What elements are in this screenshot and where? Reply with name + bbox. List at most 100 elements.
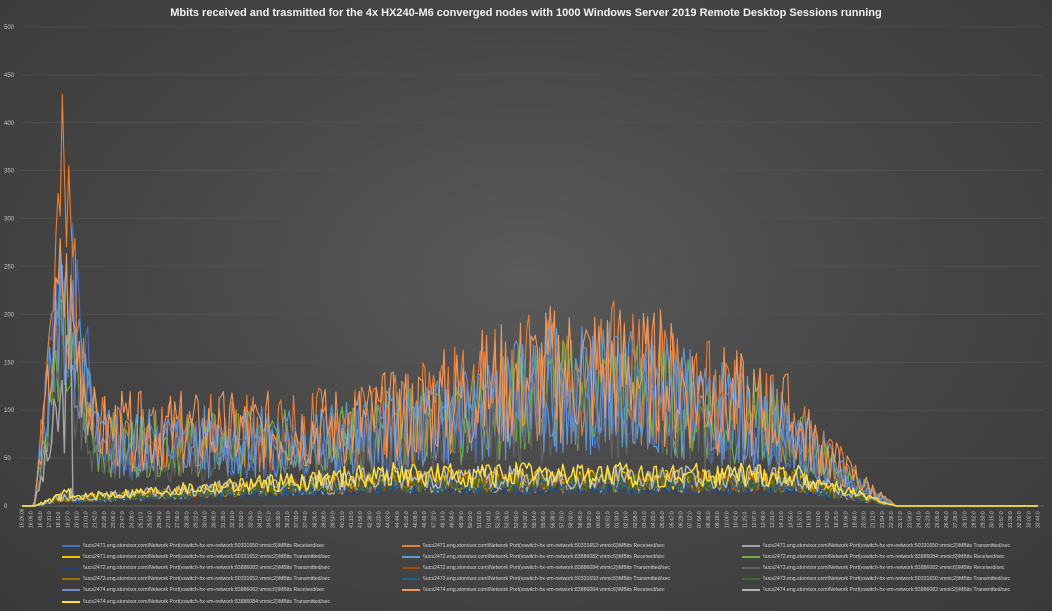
x-tick-label: 32:20:0 bbox=[1017, 511, 1023, 528]
x-tick-label: 33:02:0 bbox=[1026, 511, 1032, 528]
x-tick-label: 30:45:0 bbox=[212, 511, 218, 528]
x-tick-label: 30:15:0 bbox=[990, 511, 996, 528]
x-tick-label: 30:57:0 bbox=[999, 511, 1005, 528]
legend-label: \\ucs2472.eng.storvisor.com\Network Port… bbox=[423, 553, 665, 560]
x-tick-label: 48:14:0 bbox=[441, 511, 447, 528]
x-tick-label: 31:28:0 bbox=[221, 511, 227, 528]
x-tick-label: 59:27:0 bbox=[587, 511, 593, 528]
x-tick-label: 33:44:0 bbox=[1036, 511, 1042, 528]
series-line bbox=[22, 465, 1038, 507]
x-tick-label: 38:26:0 bbox=[312, 511, 318, 528]
x-tick-label: 17:31:0 bbox=[47, 511, 53, 528]
legend-item: \\ucs2472.eng.storvisor.com\Network Port… bbox=[360, 551, 700, 562]
x-tick-label: 24:41:0 bbox=[917, 511, 923, 528]
x-tick-label: 37:03:0 bbox=[294, 511, 300, 528]
y-tick-label: 100 bbox=[4, 408, 15, 414]
legend-label: \\ucs2471.eng.storvisor.com\Network Port… bbox=[423, 542, 665, 549]
y-tick-label: 250 bbox=[4, 265, 15, 271]
legend-item: \\ucs2472.eng.storvisor.com\Network Port… bbox=[20, 562, 360, 573]
x-tick-label: 25:11:0 bbox=[138, 511, 144, 528]
x-tick-label: 22:36:0 bbox=[889, 511, 895, 528]
x-tick-label: 20:30:0 bbox=[862, 511, 868, 528]
legend-swatch bbox=[742, 589, 760, 592]
x-tick-label: 49:38:0 bbox=[459, 511, 465, 528]
x-tick-label: 27:58:0 bbox=[175, 511, 181, 528]
x-tick-label: 40:31:0 bbox=[340, 511, 346, 528]
x-tick-label: 10:00:0 bbox=[724, 511, 730, 528]
x-tick-label: 21:54:0 bbox=[880, 511, 886, 528]
x-tick-label: 41:56:0 bbox=[358, 511, 364, 528]
x-tick-label: 30:04:0 bbox=[203, 511, 209, 528]
x-tick-label: 53:50:0 bbox=[514, 511, 520, 528]
x-tick-label: 00:09:0 bbox=[596, 511, 602, 528]
legend: \\ucs2471.eng.storvisor.com\Network Port… bbox=[20, 540, 1040, 608]
y-tick-label: 300 bbox=[4, 217, 15, 223]
legend-label: \\ucs2472.eng.storvisor.com\Network Port… bbox=[423, 564, 671, 571]
x-tick-label: 19:48:0 bbox=[852, 511, 858, 528]
x-tick-label: 01:34:0 bbox=[614, 511, 620, 528]
y-axis: 0 50 100 150 200 250 300 350 400 450 500 bbox=[4, 25, 15, 510]
x-tick-label: 05:05:0 bbox=[660, 511, 666, 528]
legend-swatch bbox=[62, 600, 80, 603]
legend-item: \\ucs2473.eng.storvisor.com\Network Port… bbox=[360, 574, 700, 585]
x-tick-label: 32:10:0 bbox=[230, 511, 236, 528]
x-tick-label: 23:59:0 bbox=[907, 511, 913, 528]
legend-swatch bbox=[402, 555, 420, 558]
x-tick-label: 36:21:0 bbox=[285, 511, 291, 528]
legend-label: \\ucs2472.eng.storvisor.com\Network Port… bbox=[83, 564, 331, 571]
x-tick-label: 18:11:0 bbox=[56, 511, 62, 528]
legend-item: \\ucs2474.eng.storvisor.com\Network Port… bbox=[700, 585, 1040, 596]
y-tick-label: 450 bbox=[4, 73, 15, 79]
x-tick-label: 04:23:0 bbox=[651, 511, 657, 528]
x-tick-label: 47:32:0 bbox=[431, 511, 437, 528]
x-tick-label: 28:39:0 bbox=[184, 511, 190, 528]
x-tick-label: 37:44:0 bbox=[303, 511, 309, 528]
legend-item: \\ucs2472.eng.storvisor.com\Network Port… bbox=[700, 551, 1040, 562]
x-tick-label: 19:27:0 bbox=[65, 511, 71, 528]
x-tick-label: 35:39:0 bbox=[276, 511, 282, 528]
legend-swatch bbox=[62, 578, 80, 581]
x-tick-label: 34:57:0 bbox=[267, 511, 273, 528]
y-tick-label: 200 bbox=[4, 312, 15, 318]
x-tick-label: 21:01:0 bbox=[84, 511, 90, 528]
x-axis: 15:26:06 16:06:0 16:45:0 17:31:0 18:11:0 19:2… bbox=[20, 508, 1042, 528]
x-tick-label: 28:10:0 bbox=[962, 511, 968, 528]
legend-label: \\ucs2473.eng.storvisor.com\Network Port… bbox=[423, 576, 671, 583]
x-tick-label: 05:47:0 bbox=[669, 511, 675, 528]
x-tick-label: 24:28:0 bbox=[129, 511, 135, 528]
x-tick-label: 07:54:0 bbox=[697, 511, 703, 528]
x-tick-label: 54:32:0 bbox=[523, 511, 529, 528]
legend-label: \\ucs2474.eng.storvisor.com\Network Port… bbox=[423, 587, 665, 594]
legend-item: \\ucs2474.eng.storvisor.com\Network Port… bbox=[360, 585, 700, 596]
legend-item: \\ucs2471.eng.storvisor.com\Network Port… bbox=[360, 540, 700, 551]
legend-item: \\ucs2471.eng.storvisor.com\Network Port… bbox=[700, 540, 1040, 551]
x-tick-label: 41:13:0 bbox=[349, 511, 355, 528]
y-tick-label: 400 bbox=[4, 121, 15, 127]
legend-item: \\ucs2474.eng.storvisor.com\Network Port… bbox=[20, 596, 360, 607]
x-tick-label: 55:56:0 bbox=[541, 511, 547, 528]
series-layer bbox=[22, 93, 1038, 507]
x-tick-label: 21:12:0 bbox=[871, 511, 877, 528]
x-tick-label: 06:29:0 bbox=[679, 511, 685, 528]
x-tick-label: 51:44:0 bbox=[486, 511, 492, 528]
x-tick-label: 22:26:0 bbox=[102, 511, 108, 528]
legend-label: \\ucs2474.eng.storvisor.com\Network Port… bbox=[763, 587, 1011, 594]
x-tick-label: 07:12:0 bbox=[688, 511, 694, 528]
x-tick-label: 58:02:0 bbox=[569, 511, 575, 528]
y-tick-label: 150 bbox=[4, 360, 15, 366]
legend-item: \\ucs2473.eng.storvisor.com\Network Port… bbox=[700, 574, 1040, 585]
x-tick-label: 14:55:0 bbox=[788, 511, 794, 528]
legend-item: \\ucs2474.eng.storvisor.com\Network Port… bbox=[20, 585, 360, 596]
legend-label: \\ucs2471.eng.storvisor.com\Network Port… bbox=[763, 542, 1011, 549]
x-tick-label: 27:28:0 bbox=[953, 511, 959, 528]
x-tick-label: 55:14:0 bbox=[532, 511, 538, 528]
x-tick-label: 52:26:0 bbox=[495, 511, 501, 528]
x-tick-label: 44:02:0 bbox=[386, 511, 392, 528]
x-tick-label: 50:20:0 bbox=[468, 511, 474, 528]
x-tick-label: 48:56:0 bbox=[450, 511, 456, 528]
x-tick-label: 29:22:0 bbox=[193, 511, 199, 528]
legend-swatch bbox=[62, 566, 80, 569]
legend-item: \\ucs2473.eng.storvisor.com\Network Port… bbox=[700, 562, 1040, 573]
x-tick-label: 12:49:0 bbox=[761, 511, 767, 528]
x-tick-label: 19:06:0 bbox=[843, 511, 849, 528]
